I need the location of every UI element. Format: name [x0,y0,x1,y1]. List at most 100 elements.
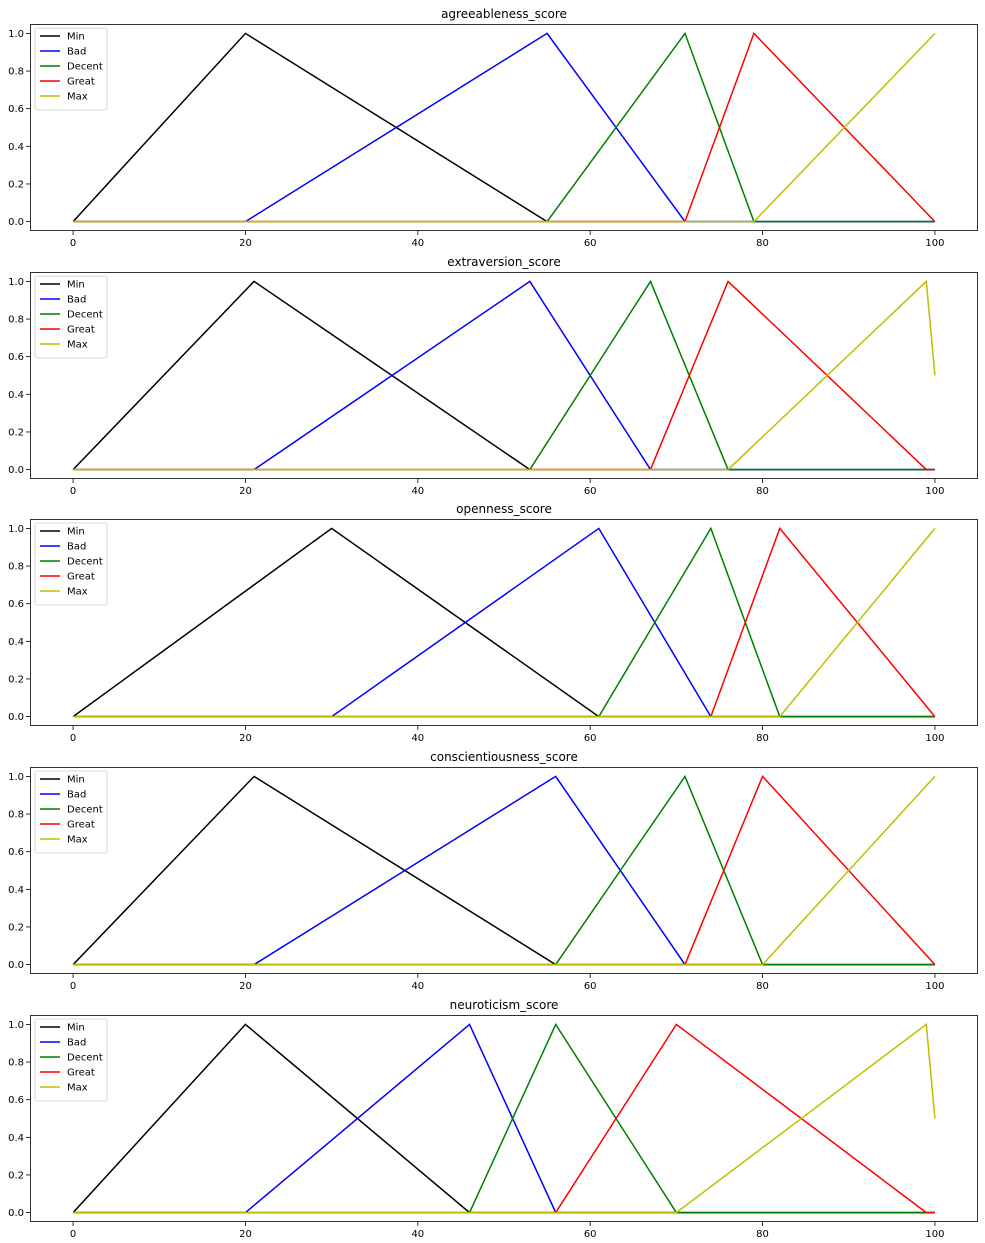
x-tick-label: 40 [411,238,424,249]
legend-label-max: Max [67,92,88,103]
legend-label-min: Min [67,527,85,538]
series-line-bad [73,1023,935,1214]
y-tick-label: 1.0 [8,29,24,40]
series-line-max [73,32,936,223]
subplot-1: agreeableness_score 0 20 40 60 80 100 0.0 0.2 0.4… [8,7,978,249]
series-line-decent [73,1022,935,1214]
legend-label-bad: Bad [67,295,86,306]
x-tick-label: 80 [756,981,769,992]
legend-label-decent: Decent [67,805,103,816]
y-tick-label: 0.8 [8,810,24,821]
y-tick-label: 0.2 [8,674,24,685]
x-tick-label: 100 [925,238,944,249]
y-tick-label: 1.0 [8,772,24,783]
y-tick-label: 1.0 [8,277,24,288]
x-tick-label: 40 [411,1229,424,1240]
subplot-2: extraversion_score 0 20 40 60 80 100 0.0 0.2 0.4 0… [8,255,978,497]
series-group [72,31,936,223]
legend-label-bad: Bad [67,47,86,58]
x-tick-label: 20 [239,1229,252,1240]
legend-label-min: Min [67,280,85,291]
axes-frame [30,767,978,974]
legend-label-decent: Decent [67,310,103,321]
x-tick-label: 40 [411,486,424,497]
series-line-min [72,280,935,471]
series-line-decent [73,279,935,471]
series-group [72,1022,936,1214]
x-tick-label: 20 [239,733,252,744]
y-tick-label: 0.6 [8,104,24,115]
y-tick-label: 0.6 [8,847,24,858]
x-tick-label: 100 [925,486,944,497]
series-line-min [72,1023,935,1214]
y-tick-label: 0.8 [8,1058,24,1069]
y-tick-label: 0.8 [8,315,24,326]
y-tick-label: 0.0 [8,217,24,228]
y-tick-label: 0.6 [8,1095,24,1106]
subplot-title: extraversion_score [447,255,560,269]
axes-frame [30,1015,978,1222]
series-line-great [73,280,935,471]
x-tick-label: 80 [756,1229,769,1240]
x-tick-label: 100 [925,733,944,744]
series-line-min [72,32,935,223]
y-tick-label: 1.0 [8,1020,24,1031]
legend: Min Bad Decent Great Max [34,522,108,606]
legend-label-great: Great [67,572,95,583]
legend-box [34,27,108,111]
y-tick-label: 0.4 [8,142,24,153]
series-line-great [73,1023,935,1214]
legend-box [34,770,108,854]
legend-label-max: Max [67,1083,88,1094]
y-tick-label: 0.0 [8,1208,24,1219]
series-line-bad [73,775,935,966]
x-tick-label: 60 [584,486,597,497]
x-tick-label: 0 [70,238,76,249]
subplot-title: openness_score [456,502,552,516]
y-tick-label: 0.6 [8,352,24,363]
y-tick-label: 1.0 [8,524,24,535]
y-tick-label: 0.0 [8,465,24,476]
x-tick-label: 100 [925,1229,944,1240]
x-tick-label: 0 [70,981,76,992]
legend-label-bad: Bad [67,1038,86,1049]
x-tick-label: 60 [584,733,597,744]
x-tick-label: 60 [584,1229,597,1240]
y-tick-label: 0.8 [8,67,24,78]
legend-label-max: Max [67,587,88,598]
x-tick-label: 80 [756,486,769,497]
series-line-min [72,527,935,718]
subplot-3: openness_score 0 20 40 60 80 100 0.0 0.2 0.4 0.6 0.… [8,502,978,744]
series-group [72,774,936,966]
y-tick-label: 0.6 [8,599,24,610]
legend-box [34,275,108,359]
y-tick-label: 0.4 [8,885,24,896]
subplot-title: neuroticism_score [450,998,559,1012]
y-tick-label: 0.0 [8,712,24,723]
legend-label-decent: Decent [67,1053,103,1064]
y-tick-label: 0.4 [8,390,24,401]
series-line-great [73,775,936,966]
x-tick-label: 20 [239,486,252,497]
legend: Min Bad Decent Great Max [34,27,108,111]
legend-label-decent: Decent [67,62,103,73]
subplot-title: conscientiousness_score [430,750,578,764]
y-tick-label: 0.0 [8,960,24,971]
y-tick-label: 0.8 [8,562,24,573]
x-tick-label: 20 [239,238,252,249]
y-tick-label: 0.2 [8,1170,24,1181]
series-line-max [73,775,936,966]
series-line-max [73,527,936,718]
x-tick-label: 20 [239,981,252,992]
subplot-title: agreeableness_score [441,7,567,21]
x-tick-label: 0 [70,1229,76,1240]
y-tick-label: 0.2 [8,922,24,933]
legend-label-bad: Bad [67,790,86,801]
legend-box [34,1018,108,1102]
x-tick-label: 80 [756,733,769,744]
legend-label-min: Min [67,1023,85,1034]
legend: Min Bad Decent Great Max [34,1018,108,1102]
axes-frame [30,24,978,231]
legend-label-great: Great [67,1068,95,1079]
axes-frame [30,519,978,726]
